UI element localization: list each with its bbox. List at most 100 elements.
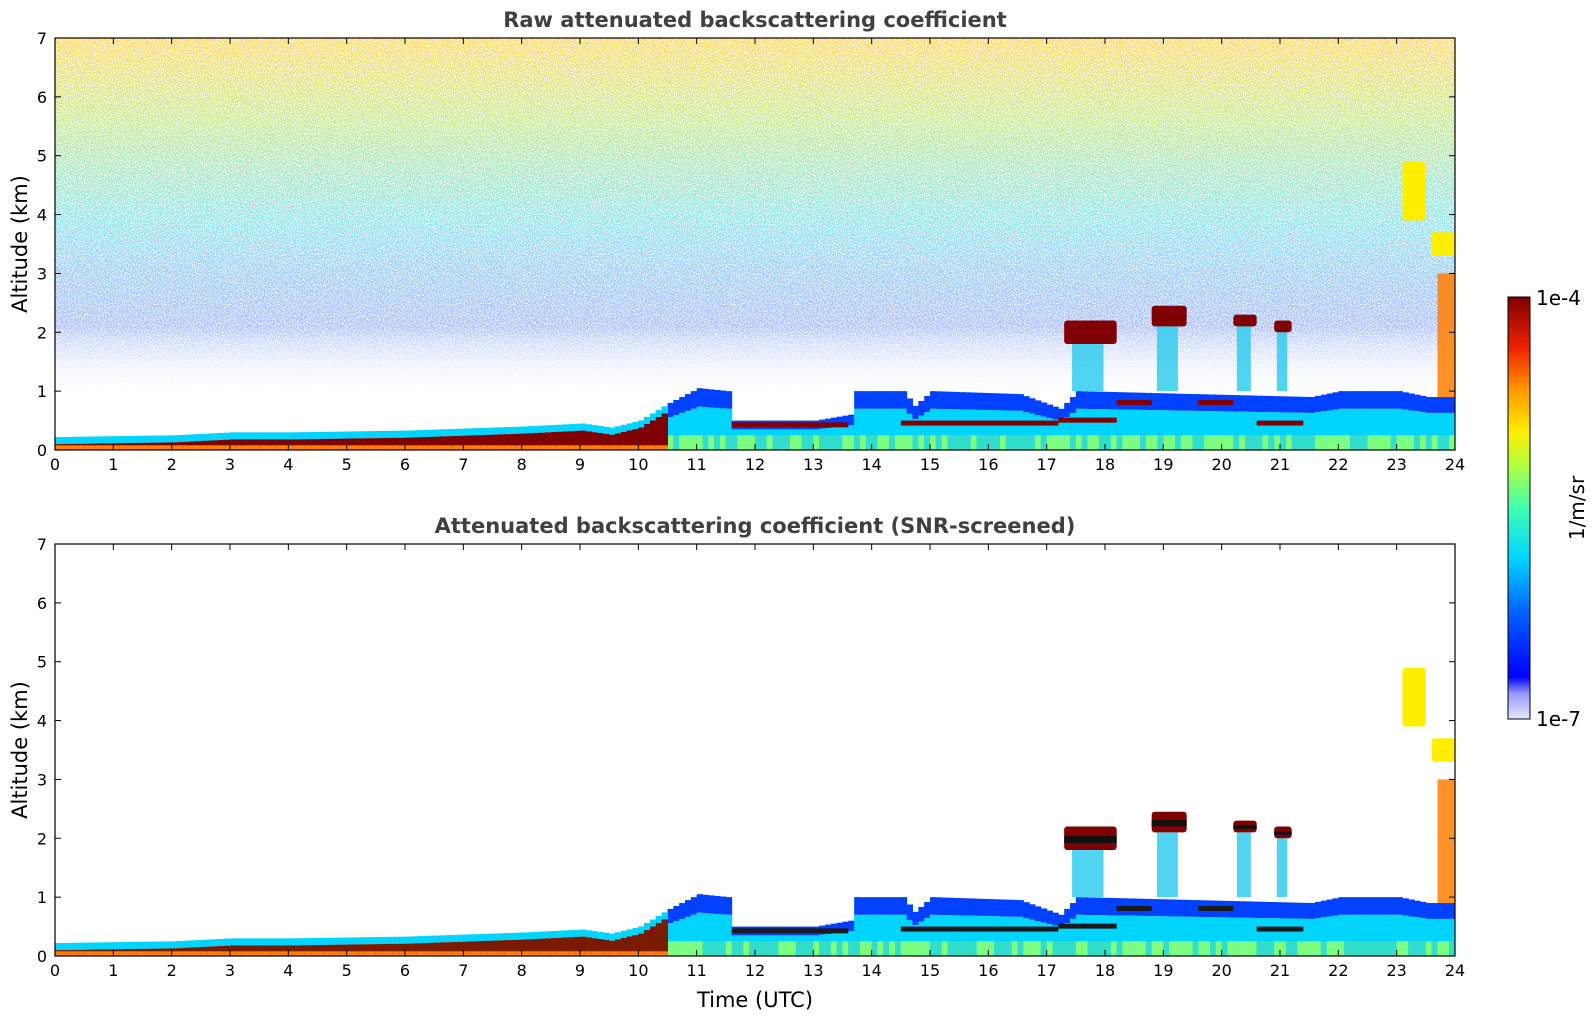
surface-layer-base xyxy=(603,951,610,956)
surface-layer-edge xyxy=(521,932,528,940)
surface-layer-edge xyxy=(422,429,429,438)
aerosol-column-core xyxy=(1338,408,1345,450)
aerosol-column-surface xyxy=(819,941,826,956)
aerosol-column-surface xyxy=(1105,435,1112,450)
surface-layer-edge xyxy=(492,933,499,941)
x-tick-label: 20 xyxy=(1211,961,1231,980)
aerosol-column-top xyxy=(1005,393,1013,411)
surface-layer-edge xyxy=(440,429,447,437)
cloud-layer xyxy=(1431,738,1455,762)
aerosol-column-core xyxy=(900,408,908,450)
aerosol-column-top xyxy=(912,405,919,420)
surface-layer xyxy=(416,943,423,956)
aerosol-column-top xyxy=(1099,897,1106,916)
surface-layer-edge xyxy=(241,432,248,440)
surface-layer xyxy=(282,439,289,450)
aerosol-column-top xyxy=(1425,397,1433,413)
aerosol-column-core xyxy=(854,914,861,956)
surface-layer xyxy=(632,429,639,450)
aerosol-column-top xyxy=(1379,391,1386,409)
surface-layer-edge xyxy=(78,436,85,444)
aerosol-column-surface xyxy=(900,435,908,450)
noise-speckle xyxy=(55,38,1455,450)
aerosol-column-surface xyxy=(1425,941,1433,956)
surface-layer-edge xyxy=(428,935,435,943)
x-tick-label: 24 xyxy=(1445,455,1465,474)
aerosol-column-surface xyxy=(1315,941,1322,956)
surface-layer-base xyxy=(177,445,184,450)
aerosol-column-surface xyxy=(772,941,779,956)
surface-layer xyxy=(270,945,278,956)
aerosol-column-core xyxy=(1355,408,1363,450)
aerosol-column-surface xyxy=(982,941,989,956)
aerosol-column-surface xyxy=(1280,941,1287,956)
y-tick-label: 1 xyxy=(37,382,47,401)
aerosol-column-top xyxy=(1169,899,1176,917)
aerosol-column-core xyxy=(1000,410,1007,450)
cloud-virga xyxy=(1236,832,1251,898)
surface-layer-base xyxy=(276,445,283,450)
surface-layer-edge xyxy=(183,940,190,948)
aerosol-column-surface xyxy=(1145,941,1153,956)
x-tick-label: 21 xyxy=(1270,961,1290,980)
aerosol-column-top xyxy=(994,899,1001,917)
aerosol-column-core xyxy=(696,406,703,450)
aerosol-column-top xyxy=(976,898,983,916)
surface-layer xyxy=(521,939,528,956)
aerosol-column-core xyxy=(1239,411,1246,450)
surface-layer-base xyxy=(585,445,593,450)
aerosol-column-top xyxy=(1093,391,1100,410)
aerosol-column-core xyxy=(1093,915,1100,956)
surface-layer-base xyxy=(200,445,208,450)
aerosol-column-top xyxy=(1373,391,1380,409)
surface-layer-base xyxy=(305,445,313,450)
aerosol-column-core xyxy=(673,920,680,956)
aerosol-column-core xyxy=(1344,408,1351,450)
surface-layer-base xyxy=(655,951,663,956)
aerosol-column-core xyxy=(935,914,943,956)
surface-layer-base xyxy=(527,445,534,450)
aerosol-column-surface xyxy=(696,435,703,450)
surface-layer-edge xyxy=(119,436,126,444)
aerosol-column-top xyxy=(1245,901,1252,918)
aerosol-column-core xyxy=(1087,409,1094,450)
surface-layer-base xyxy=(241,445,248,450)
surface-layer-base xyxy=(370,951,377,956)
aerosol-column-surface xyxy=(1215,941,1223,956)
aerosol-column-top xyxy=(1239,901,1246,918)
cloud-virga xyxy=(1156,832,1178,898)
surface-layer-edge xyxy=(358,431,365,439)
aerosol-column-top xyxy=(1075,391,1083,409)
aerosol-column-surface xyxy=(1145,435,1153,450)
aerosol-column-top xyxy=(1157,393,1164,411)
colorbar: 1e-4 1e-7 1/m/sr xyxy=(1507,286,1589,731)
aerosol-column-surface xyxy=(848,941,855,956)
aerosol-column-core xyxy=(854,408,861,450)
aerosol-column-core xyxy=(889,408,896,450)
aerosol-column-surface xyxy=(1326,941,1333,956)
surface-layer-base xyxy=(183,951,190,956)
surface-layer-base xyxy=(574,445,581,450)
x-tick-label: 7 xyxy=(458,455,468,474)
aerosol-column-surface xyxy=(1093,435,1100,450)
surface-layer-edge xyxy=(370,431,377,439)
aerosol-column-core xyxy=(1385,408,1392,450)
aerosol-column-top xyxy=(1390,391,1398,409)
aerosol-column-top xyxy=(1239,395,1246,412)
surface-layer xyxy=(451,435,458,450)
aerosol-column-core xyxy=(970,915,978,956)
surface-layer-edge xyxy=(416,936,423,944)
surface-layer-edge xyxy=(276,938,283,946)
aerosol-column-core xyxy=(1396,408,1403,450)
aerosol-column-surface xyxy=(1437,941,1444,956)
surface-layer-edge xyxy=(510,426,517,434)
aerosol-column-surface xyxy=(1379,941,1386,956)
aerosol-column-surface xyxy=(1344,435,1351,450)
aerosol-column-core xyxy=(895,408,902,450)
x-tick-label: 20 xyxy=(1211,455,1231,474)
surface-layer-edge xyxy=(550,930,558,939)
surface-layer-base xyxy=(521,445,528,450)
surface-layer-base xyxy=(457,951,464,956)
surface-layer xyxy=(504,434,511,450)
surface-layer xyxy=(603,939,610,956)
